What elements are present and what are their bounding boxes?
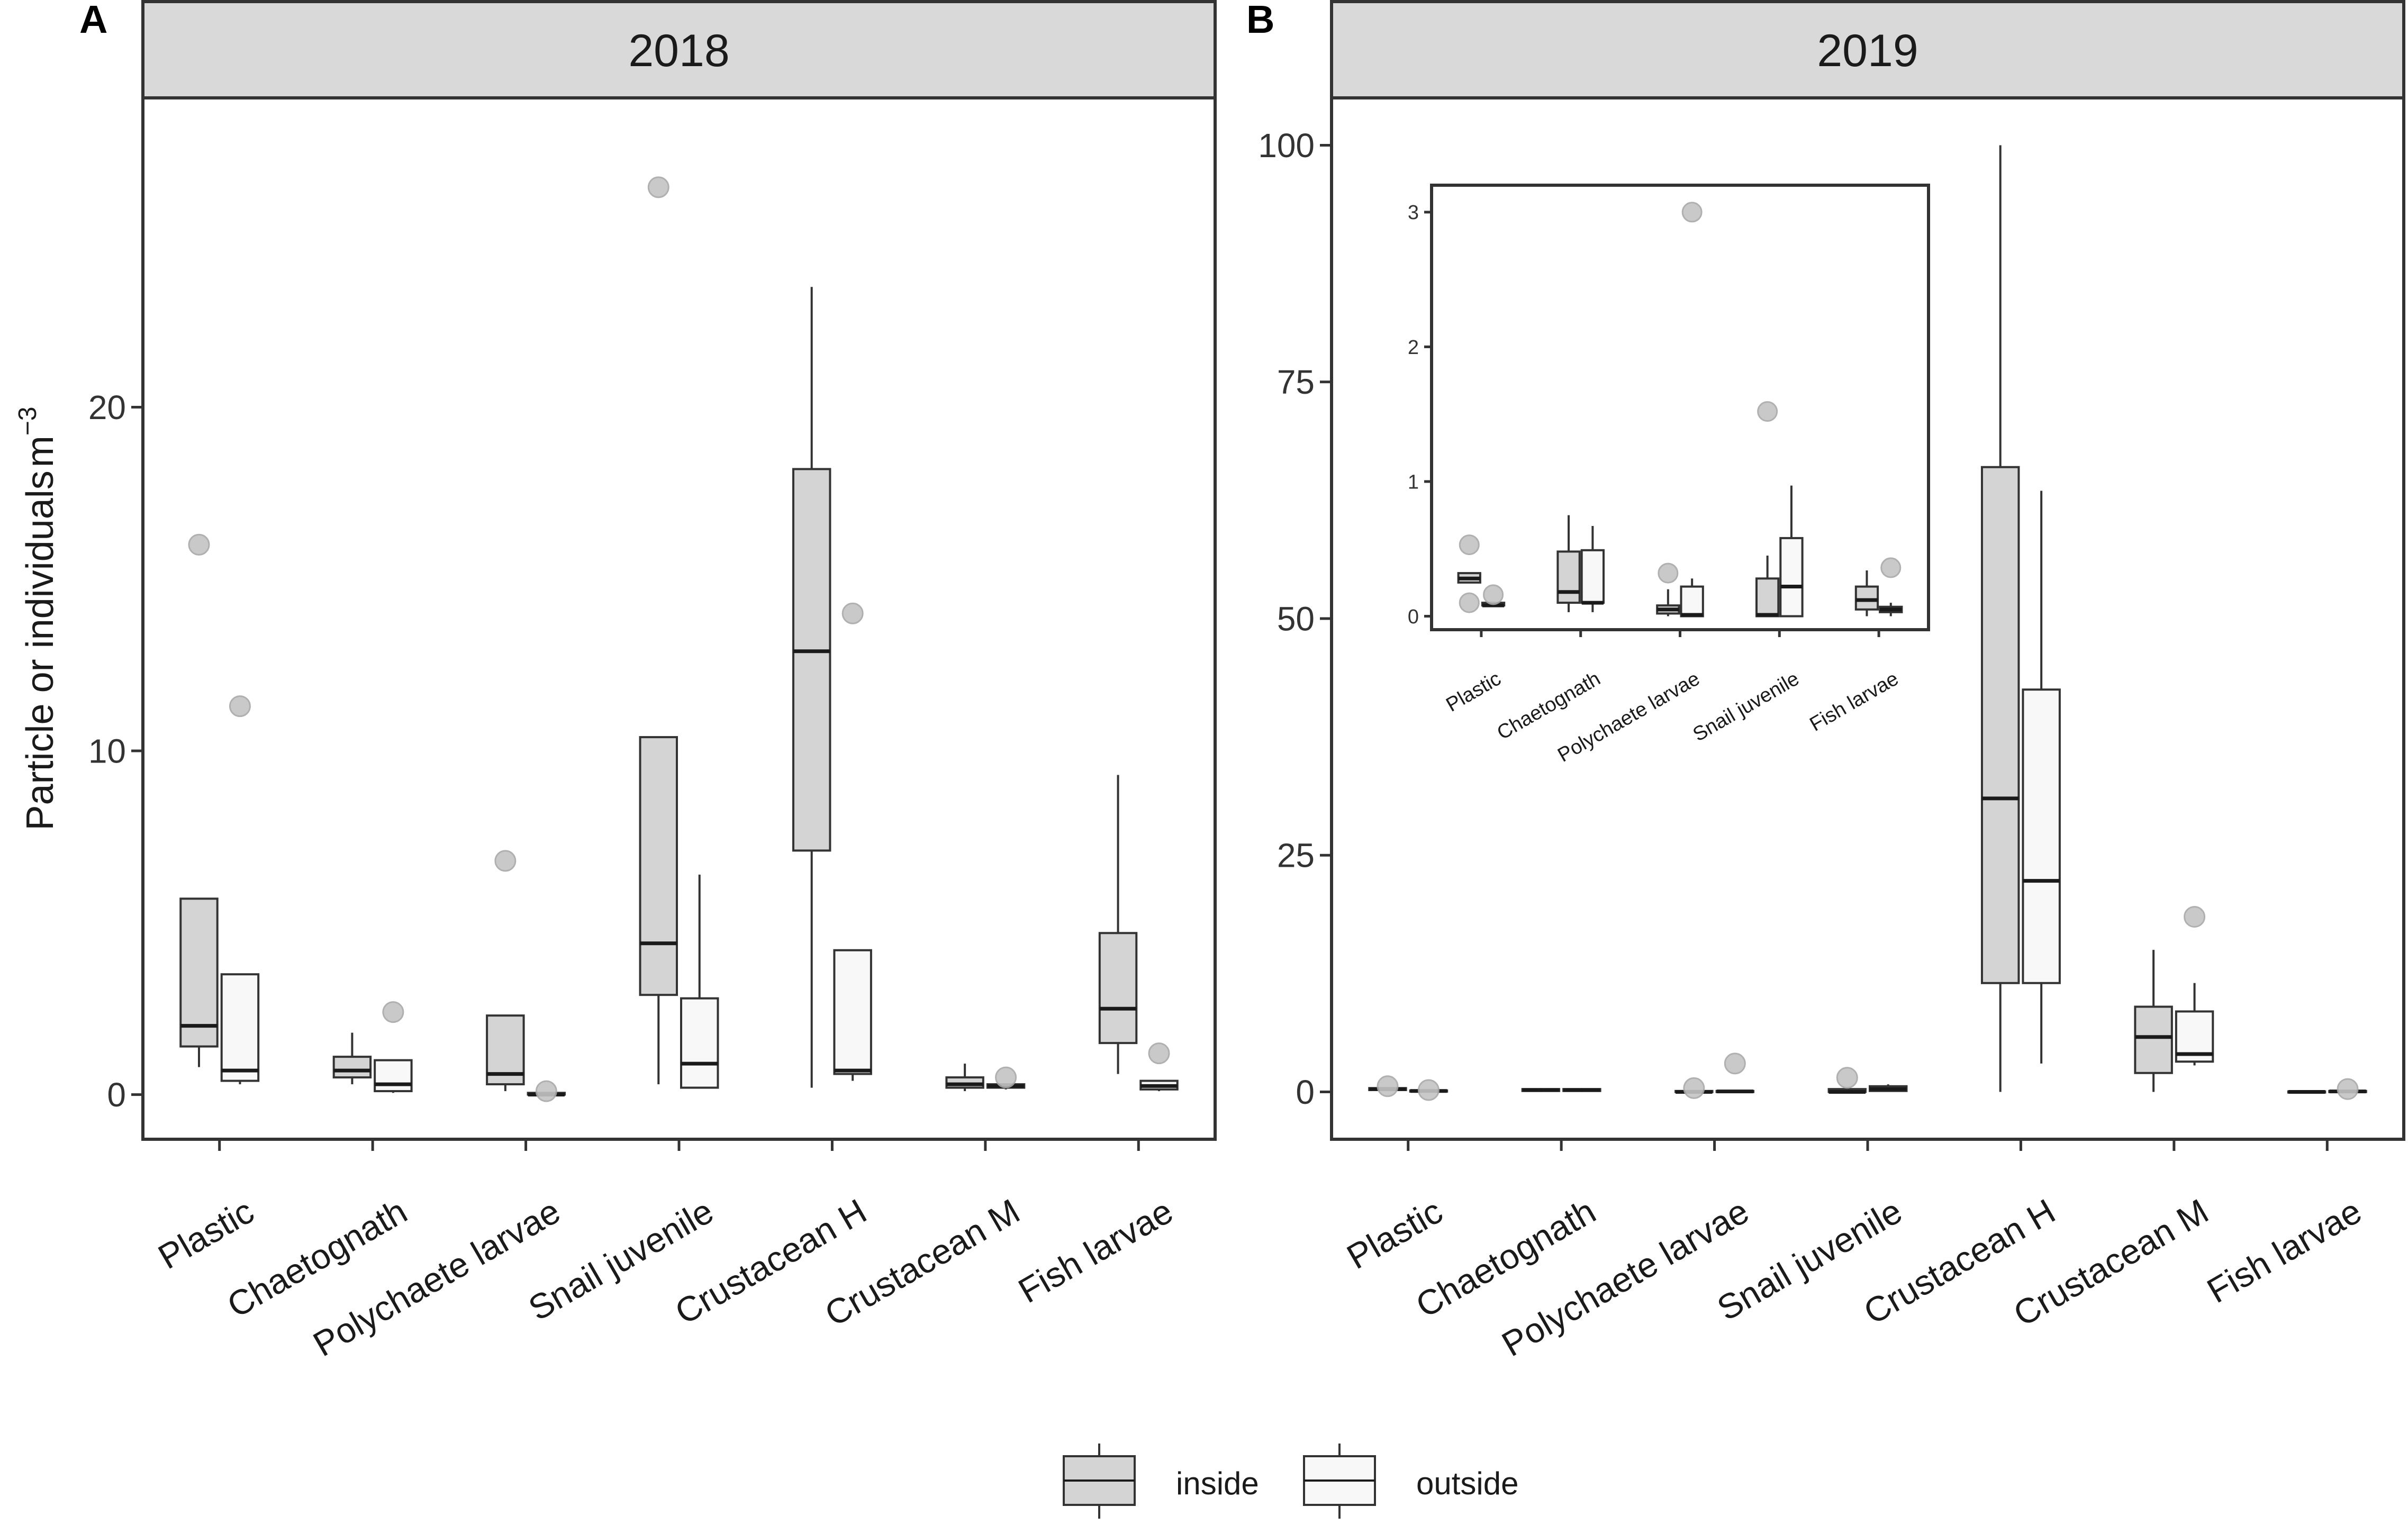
panel-a-category-label-polychaete-larvae: Polychaete larvae <box>306 1191 566 1364</box>
inset-plastic-inside-outlier-1 <box>1459 592 1480 613</box>
legend-inside-label: inside <box>1176 1466 1259 1501</box>
inset-category-label-fish-larvae: Fish larvae <box>1806 667 1903 736</box>
panel-a-ytick-label-0: 0 <box>107 1076 126 1114</box>
panel-a-plastic-inside-outlier-0 <box>188 533 210 556</box>
inset-plastic-outside-outlier-0 <box>1483 584 1504 605</box>
y-axis-title: Particle or individualsm−3 <box>14 406 61 830</box>
legend: inside outside <box>1063 1444 1518 1519</box>
panel-a-strip <box>141 0 1217 99</box>
inset-ytick-label-0: 0 <box>1408 606 1419 628</box>
panel-a-polychaete-larvae-outside-outlier-0 <box>535 1080 557 1102</box>
legend-outside-label: outside <box>1416 1466 1518 1501</box>
panel-a-crustacean-m-outside-outlier-0 <box>995 1066 1017 1088</box>
inset-polychaete-larvae-inside-outlier-0 <box>1658 562 1679 584</box>
inset-category-label-plastic: Plastic <box>1442 667 1505 716</box>
inset-snail-juvenile-outside-box <box>1779 537 1804 618</box>
inset-chaetognath-outside-box <box>1580 549 1605 604</box>
panel-a-snail-juvenile-outside-box <box>680 997 719 1089</box>
inset-ytick-label-2: 2 <box>1408 337 1419 359</box>
panel-a-plastic-inside-box <box>179 897 219 1048</box>
panel-b-crustacean-h-inside-box <box>1980 466 2020 984</box>
inset-polychaete-larvae-outside-box <box>1680 585 1704 618</box>
inset-snail-juvenile-inside-box <box>1755 577 1780 618</box>
panel-a-chaetognath-outside-box <box>374 1059 413 1093</box>
panel-a-title: 2018 <box>628 25 729 76</box>
panel-b-plastic-outside-outlier-0 <box>1417 1079 1440 1101</box>
panel-b-category-label-plastic: Plastic <box>1340 1191 1449 1276</box>
panel-b-plastic-inside-outlier-0 <box>1377 1075 1399 1097</box>
panel-a-plastic-outside-outlier-0 <box>229 695 251 718</box>
inset-snail-juvenile-inside-outlier-0 <box>1757 401 1778 422</box>
panel-b-ytick-label-0: 0 <box>1296 1073 1315 1111</box>
inset-chaetognath-inside-box <box>1556 550 1581 604</box>
panel-b-snail-juvenile-inside-outlier-0 <box>1836 1067 1858 1089</box>
panel-b-fish-larvae-outside-outlier-0 <box>2337 1078 2359 1100</box>
inset-category-label-snail-juvenile: Snail juvenile <box>1689 667 1803 746</box>
panel-a-snail-juvenile-inside-outlier-0 <box>647 176 669 198</box>
panel-b-ytick-label-50: 50 <box>1277 600 1315 638</box>
panel-b-polychaete-larvae-outside-outlier-0 <box>1724 1052 1746 1075</box>
panel-a-category-label-plastic: Plastic <box>151 1191 260 1276</box>
panel-b-crustacean-m-inside-box <box>2134 1005 2173 1074</box>
panel-b-category-label-fish-larvae: Fish larvae <box>2201 1191 2368 1310</box>
panel-a-ytick-label-20: 20 <box>88 388 126 426</box>
panel-b-strip <box>1330 0 2405 99</box>
panel-b-ytick-label-25: 25 <box>1277 837 1315 875</box>
inset-fish-larvae-outside-outlier-0 <box>1880 557 1902 578</box>
panel-b-ytick-label-100: 100 <box>1258 126 1315 165</box>
panel-a-category-label-fish-larvae: Fish larvae <box>1012 1191 1180 1310</box>
inset-ytick-label-1: 1 <box>1408 471 1419 493</box>
y-axis-title-unit: m <box>19 435 61 467</box>
inset-fish-larvae-inside-box <box>1854 585 1879 611</box>
y-axis-title-text: Particle or individuals <box>19 470 61 830</box>
panel-a-crustacean-h-outside-box <box>833 949 872 1075</box>
panel-a-crustacean-h-inside-box <box>792 468 831 852</box>
panel-a-snail-juvenile-inside-box <box>639 736 678 996</box>
panel-a-plastic-outside-box <box>220 973 260 1082</box>
panel-letter-a: A <box>79 0 107 41</box>
panel-a-fish-larvae-outside-outlier-0 <box>1148 1042 1170 1065</box>
panel-b-category-label-polychaete-larvae: Polychaete larvae <box>1495 1191 1755 1364</box>
panel-b-polychaete-larvae-inside-outlier-0 <box>1683 1077 1705 1099</box>
panel-a-chaetognath-inside-box <box>332 1056 372 1079</box>
panel-b-title: 2019 <box>1817 25 1918 76</box>
inset-frame <box>1430 184 1930 631</box>
panel-a-polychaete-larvae-inside-outlier-0 <box>494 850 517 872</box>
panel-a-frame <box>141 96 1217 1141</box>
panel-a-crustacean-h-outside-outlier-0 <box>841 602 864 624</box>
panel-a-ytick-label-10: 10 <box>88 732 126 770</box>
panel-b-crustacean-m-outside-outlier-0 <box>2184 906 2206 928</box>
inset-polychaete-larvae-outside-outlier-0 <box>1681 202 1703 223</box>
panel-b-ytick-label-75: 75 <box>1277 363 1315 401</box>
panel-b-crustacean-h-outside-box <box>2022 688 2061 984</box>
panel-a-fish-larvae-inside-box <box>1098 932 1138 1045</box>
panel-letter-b: B <box>1246 0 1274 41</box>
inset-plastic-inside-outlier-0 <box>1459 534 1480 556</box>
panel-a-chaetognath-outside-outlier-0 <box>382 1001 404 1023</box>
y-axis-title-exponent: −3 <box>14 406 42 435</box>
inset-ytick-label-3: 3 <box>1408 202 1419 224</box>
